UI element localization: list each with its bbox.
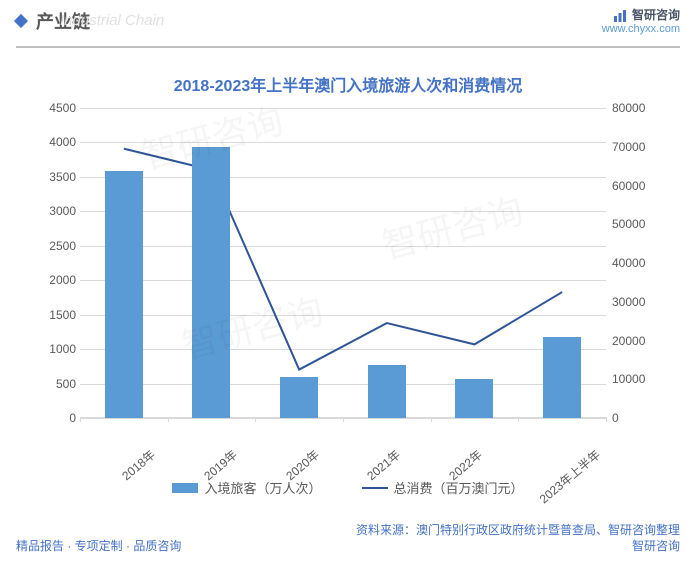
bar [280, 377, 318, 418]
chart-container: 2018-2023年上半年澳门入境旅游人次和消费情况 0500100015002… [44, 72, 652, 492]
source-text: 资料来源：澳门特别行政区政府统计暨普查局、智研咨询整理 [356, 521, 680, 538]
y-right-tick-label: 0 [612, 411, 656, 425]
y-right-tick-label: 80000 [612, 101, 656, 115]
x-tick-label: 2020年 [282, 446, 350, 517]
x-tick-label: 2022年 [445, 446, 513, 517]
header-rule [16, 46, 680, 48]
logo-url: www.chyxx.com [602, 23, 680, 35]
y-right-tick-label: 60000 [612, 179, 656, 193]
brand-logo: 智研咨询 www.chyxx.com [602, 6, 680, 35]
y-right-tick-label: 70000 [612, 140, 656, 154]
plot-area: 0500100015002000250030003500400045000100… [80, 108, 606, 418]
y-right-tick-label: 50000 [612, 217, 656, 231]
x-tick-label: 2021年 [363, 446, 431, 517]
x-tick-mark [606, 417, 607, 422]
x-tick-label: 2018年 [119, 446, 187, 517]
bar [105, 171, 143, 418]
y-right-tick-label: 30000 [612, 295, 656, 309]
bar [543, 337, 581, 418]
y-left-tick-label: 0 [40, 411, 76, 425]
x-axis-labels: 2018年2019年2020年2021年2022年2023年上半年 [80, 418, 606, 478]
y-left-tick-label: 4000 [40, 135, 76, 149]
footer-left: 精品报告 · 专项定制 · 品质咨询 [16, 537, 181, 554]
y-right-tick-label: 10000 [612, 372, 656, 386]
y-left-tick-label: 2000 [40, 273, 76, 287]
y-left-tick-label: 3000 [40, 204, 76, 218]
y-right-tick-label: 20000 [612, 334, 656, 348]
logo-text: 智研咨询 [632, 8, 680, 22]
x-tick-label: 2019年 [200, 446, 268, 517]
bar [455, 379, 493, 418]
y-left-tick-label: 1500 [40, 308, 76, 322]
y-left-tick-label: 3500 [40, 170, 76, 184]
y-left-tick-label: 2500 [40, 239, 76, 253]
y-left-tick-label: 1000 [40, 342, 76, 356]
section-diamond-icon [14, 14, 28, 28]
chart-title: 2018-2023年上半年澳门入境旅游人次和消费情况 [44, 72, 652, 96]
y-left-tick-label: 4500 [40, 101, 76, 115]
bar [368, 365, 406, 418]
bar [192, 147, 230, 418]
section-title-en: Industrial Chain [60, 12, 164, 29]
footer-right: 智研咨询 [632, 537, 680, 554]
y-right-tick-label: 40000 [612, 256, 656, 270]
y-left-tick-label: 500 [40, 377, 76, 391]
logo-icon [613, 9, 627, 23]
bar-series [80, 108, 606, 418]
